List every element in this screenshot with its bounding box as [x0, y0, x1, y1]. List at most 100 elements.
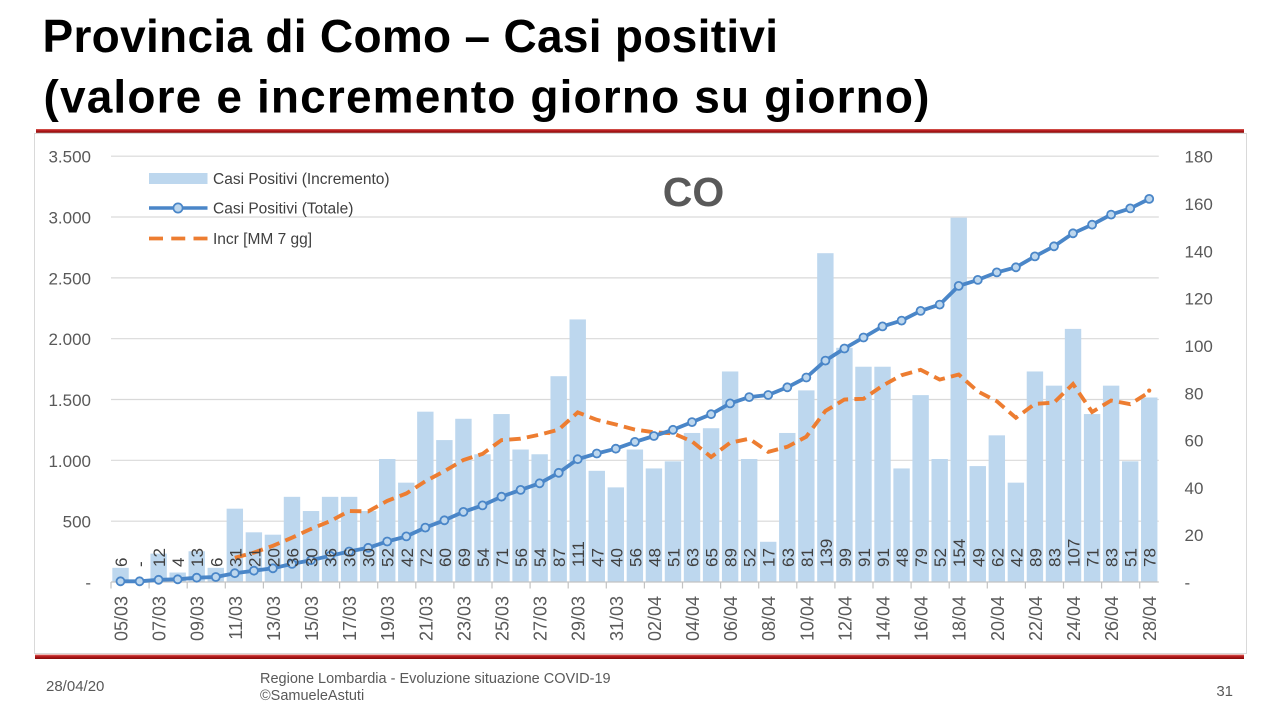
svg-text:13/03: 13/03 [264, 596, 284, 641]
svg-text:07/03: 07/03 [150, 596, 170, 641]
svg-text:120: 120 [1185, 290, 1213, 309]
svg-text:17/03: 17/03 [340, 596, 360, 641]
svg-text:79: 79 [912, 548, 931, 567]
svg-text:29/03: 29/03 [569, 596, 589, 641]
svg-text:69: 69 [455, 548, 474, 567]
svg-text:Regione Lombardia - Evoluzione: Regione Lombardia - Evoluzione situazion… [260, 671, 611, 687]
svg-text:54: 54 [531, 548, 550, 567]
svg-text:51: 51 [1122, 548, 1141, 567]
svg-text:91: 91 [855, 548, 874, 567]
svg-text:52: 52 [741, 548, 760, 567]
svg-text:56: 56 [512, 548, 531, 567]
svg-text:4: 4 [169, 558, 188, 567]
svg-text:51: 51 [665, 548, 684, 567]
svg-text:60: 60 [436, 548, 455, 567]
svg-text:05/03: 05/03 [112, 596, 132, 641]
svg-text:18/04: 18/04 [950, 596, 970, 641]
svg-text:42: 42 [1007, 548, 1026, 567]
svg-text:20: 20 [264, 548, 283, 567]
svg-text:30: 30 [303, 548, 322, 567]
svg-text:16/04: 16/04 [912, 596, 932, 641]
svg-text:10/04: 10/04 [797, 596, 817, 641]
svg-text:Incr [MM 7 gg]: Incr [MM 7 gg] [213, 231, 312, 248]
svg-text:21: 21 [245, 548, 264, 567]
svg-text:36: 36 [341, 548, 360, 567]
svg-text:48: 48 [893, 548, 912, 567]
svg-text:47: 47 [588, 548, 607, 567]
svg-text:100: 100 [1185, 337, 1213, 356]
svg-text:500: 500 [63, 513, 91, 532]
svg-text:83: 83 [1103, 548, 1122, 567]
svg-text:87: 87 [550, 548, 569, 567]
svg-text:Provincia di Como – Casi posit: Provincia di Como – Casi positivi [43, 10, 779, 62]
svg-text:24/04: 24/04 [1064, 596, 1084, 641]
svg-text:02/04: 02/04 [645, 596, 665, 641]
svg-text:2.000: 2.000 [48, 330, 91, 349]
svg-text:36: 36 [322, 548, 341, 567]
svg-text:2.500: 2.500 [48, 269, 91, 288]
svg-text:71: 71 [493, 548, 512, 567]
svg-text:48: 48 [645, 548, 664, 567]
svg-text:20/04: 20/04 [988, 596, 1008, 641]
svg-text:139: 139 [817, 539, 836, 567]
svg-text:71: 71 [1084, 548, 1103, 567]
svg-text:180: 180 [1185, 148, 1213, 167]
svg-text:154: 154 [950, 539, 969, 567]
svg-text:52: 52 [931, 548, 950, 567]
svg-text:3.500: 3.500 [48, 148, 91, 167]
svg-text:91: 91 [874, 548, 893, 567]
svg-text:65: 65 [703, 548, 722, 567]
svg-text:49: 49 [969, 548, 988, 567]
svg-text:-: - [85, 574, 91, 593]
svg-text:30: 30 [360, 548, 379, 567]
svg-text:107: 107 [1065, 539, 1084, 567]
svg-text:17: 17 [760, 548, 779, 567]
svg-text:60: 60 [1185, 432, 1204, 451]
svg-text:52: 52 [379, 548, 398, 567]
svg-text:62: 62 [988, 548, 1007, 567]
svg-text:19/03: 19/03 [378, 596, 398, 641]
svg-text:11/03: 11/03 [226, 596, 246, 640]
svg-text:31: 31 [1216, 683, 1233, 700]
svg-text:25/03: 25/03 [493, 596, 513, 641]
svg-text:31/03: 31/03 [607, 596, 627, 641]
svg-text:6: 6 [207, 558, 226, 567]
svg-text:Casi Positivi (Totale): Casi Positivi (Totale) [213, 201, 353, 218]
svg-text:21/03: 21/03 [416, 596, 436, 641]
svg-text:Casi Positivi (Incremento): Casi Positivi (Incremento) [213, 171, 390, 188]
svg-text:22/04: 22/04 [1026, 596, 1046, 641]
svg-text:31: 31 [226, 548, 245, 567]
svg-text:26/04: 26/04 [1102, 596, 1122, 641]
svg-text:04/04: 04/04 [683, 596, 703, 641]
svg-text:63: 63 [779, 548, 798, 567]
svg-text:-: - [131, 561, 150, 567]
svg-text:140: 140 [1185, 242, 1213, 261]
svg-text:99: 99 [836, 548, 855, 567]
svg-text:1.000: 1.000 [48, 452, 91, 471]
svg-text:54: 54 [474, 548, 493, 567]
svg-text:42: 42 [398, 548, 417, 567]
svg-text:56: 56 [626, 548, 645, 567]
svg-text:©SamueleAstuti: ©SamueleAstuti [260, 688, 364, 704]
svg-text:(valore e incremento giorno su: (valore e incremento giorno su giorno) [44, 71, 931, 123]
svg-text:78: 78 [1141, 548, 1160, 567]
svg-text:160: 160 [1185, 195, 1213, 214]
svg-text:CO: CO [663, 169, 725, 215]
svg-text:-: - [1185, 574, 1191, 593]
svg-text:89: 89 [1026, 548, 1045, 567]
svg-text:1.500: 1.500 [48, 391, 91, 410]
svg-text:81: 81 [798, 548, 817, 567]
svg-text:72: 72 [417, 548, 436, 567]
svg-text:40: 40 [607, 548, 626, 567]
svg-text:23/03: 23/03 [454, 596, 474, 641]
svg-text:36: 36 [284, 548, 303, 567]
svg-text:28/04/20: 28/04/20 [46, 678, 104, 695]
svg-text:27/03: 27/03 [531, 596, 551, 641]
svg-text:6: 6 [112, 558, 131, 567]
svg-text:14/04: 14/04 [874, 596, 894, 641]
svg-text:09/03: 09/03 [188, 596, 208, 641]
svg-text:3.000: 3.000 [48, 209, 91, 228]
svg-text:111: 111 [569, 541, 588, 567]
svg-text:20: 20 [1185, 526, 1204, 545]
svg-text:80: 80 [1185, 384, 1204, 403]
